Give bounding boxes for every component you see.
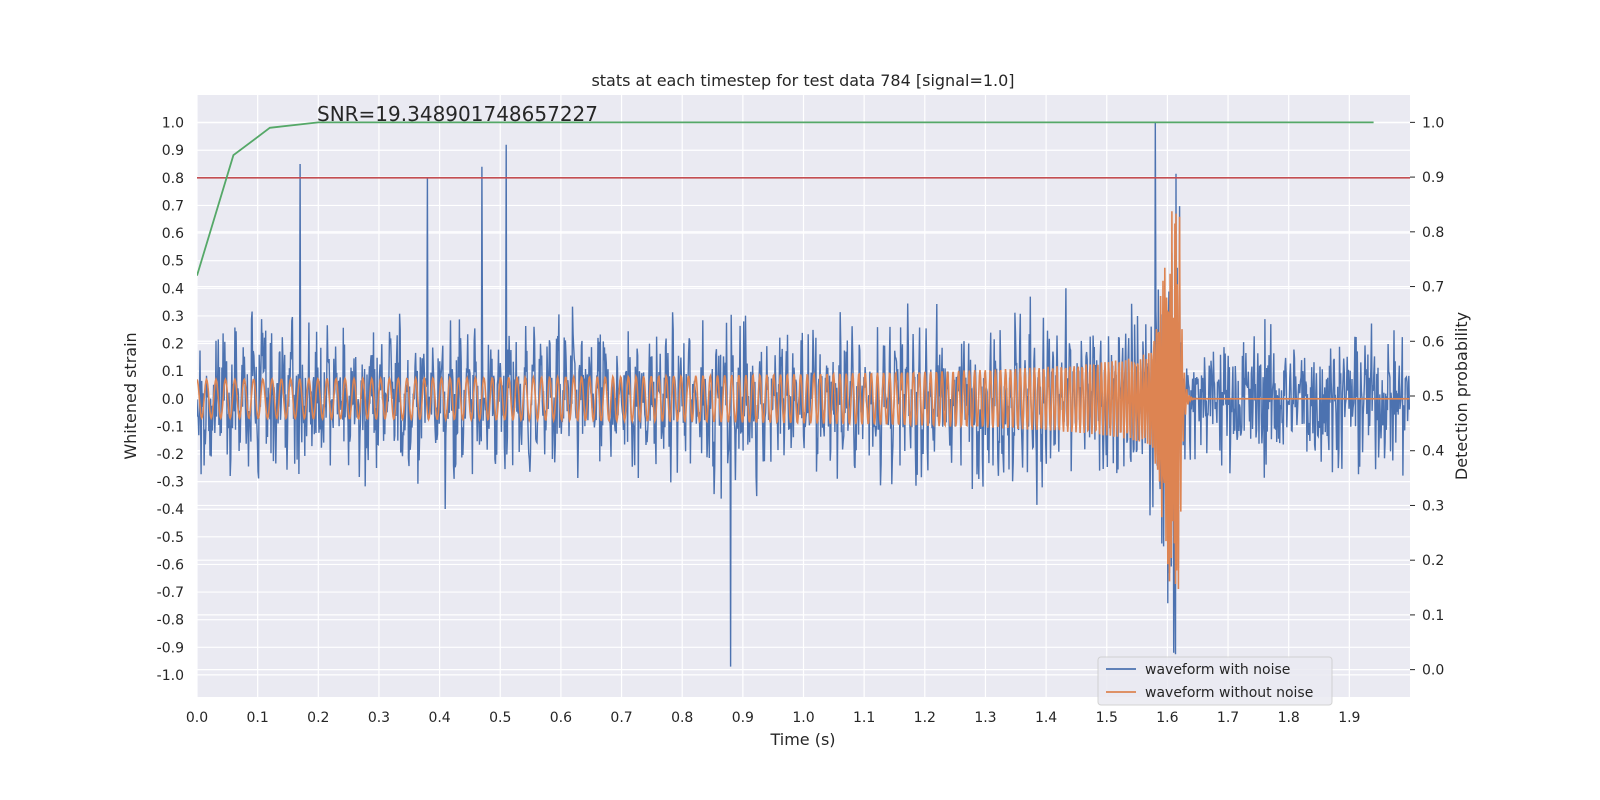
y-tick-label: 0.0 xyxy=(162,392,184,408)
x-tick-label: 1.9 xyxy=(1338,710,1360,726)
right-y-tick-label: 0.3 xyxy=(1422,498,1444,514)
right-y-tick-label: 0.7 xyxy=(1422,280,1444,296)
y-tick-label: 0.5 xyxy=(162,254,184,270)
x-tick-label: 1.2 xyxy=(914,710,936,726)
x-tick-label: 1.5 xyxy=(1096,710,1118,726)
y-tick-label: 0.7 xyxy=(162,198,184,214)
right-y-tick-label: 1.0 xyxy=(1422,115,1444,131)
plot-series xyxy=(197,121,1410,667)
snr-annotation: SNR=19.348901748657227 xyxy=(317,102,598,126)
y-tick-label: 0.2 xyxy=(162,337,184,353)
chart-title: stats at each timestep for test data 784… xyxy=(591,71,1014,90)
x-tick-label: 0.0 xyxy=(186,710,208,726)
x-tick-label: 0.8 xyxy=(671,710,693,726)
y-tick-label: 0.1 xyxy=(162,364,184,380)
x-tick-label: 1.3 xyxy=(974,710,996,726)
right-y-axis-label: Detection probability xyxy=(1452,312,1471,480)
y-tick-label: -0.7 xyxy=(157,585,184,601)
y-tick-label: -0.8 xyxy=(157,613,184,629)
y-tick-label: -0.4 xyxy=(157,502,184,518)
right-y-tick-label: 0.4 xyxy=(1422,444,1444,460)
y-tick-label: -0.6 xyxy=(157,557,184,573)
y-tick-label: 0.3 xyxy=(162,309,184,325)
y-tick-label: -0.9 xyxy=(157,640,184,656)
y-tick-label: 0.4 xyxy=(162,281,184,297)
series-detection-probability xyxy=(197,121,1374,276)
right-y-tick-label: 0.8 xyxy=(1422,225,1444,241)
x-tick-label: 0.5 xyxy=(489,710,511,726)
x-tick-label: 1.4 xyxy=(1035,710,1057,726)
y-tick-label: 0.6 xyxy=(162,226,184,242)
right-y-tick-label: 0.1 xyxy=(1422,608,1444,624)
y-tick-label: -1.0 xyxy=(157,668,184,684)
x-axis-label: Time (s) xyxy=(769,730,835,749)
x-tick-label: 1.7 xyxy=(1217,710,1239,726)
legend-label-noisy: waveform with noise xyxy=(1145,662,1290,678)
y-tick-label: -0.3 xyxy=(157,475,184,491)
right-y-tick-label: 0.6 xyxy=(1422,334,1444,350)
x-tick-label: 0.6 xyxy=(550,710,572,726)
legend-label-clean: waveform without noise xyxy=(1145,685,1313,701)
legend-box xyxy=(1097,656,1333,706)
series-waveform-without-noise xyxy=(197,211,1410,590)
legend: waveform with noise waveform without noi… xyxy=(1097,656,1333,706)
y-tick-label: -0.1 xyxy=(157,419,184,435)
x-tick-label: 0.4 xyxy=(428,710,450,726)
x-tick-labels: 0.0 0.1 0.2 0.3 0.4 0.5 0.6 0.7 0.8 0.9 1.0 1.1 1.2 1… xyxy=(186,710,1361,726)
y-axis-label: Whitened strain xyxy=(121,332,140,459)
y-tick-label: -0.5 xyxy=(157,530,184,546)
x-tick-label: 0.1 xyxy=(247,710,269,726)
x-tick-label: 0.7 xyxy=(610,710,632,726)
y-tick-label: -0.2 xyxy=(157,447,184,463)
right-y-tick-label: 0.5 xyxy=(1422,389,1444,405)
left-tick-labels: 1.0 0.9 0.8 0.7 0.6 0.5 0.4 0.3 0.2 0.1 0.0 -0.1 -0.… xyxy=(157,116,184,684)
x-tick-label: 0.3 xyxy=(368,710,390,726)
x-tick-label: 1.8 xyxy=(1278,710,1300,726)
x-tick-label: 0.9 xyxy=(732,710,754,726)
x-tick-label: 1.1 xyxy=(853,710,875,726)
x-tick-label: 1.0 xyxy=(792,710,814,726)
y-tick-label: 0.8 xyxy=(162,171,184,187)
x-tick-label: 0.2 xyxy=(307,710,329,726)
right-y-tick-label: 0.9 xyxy=(1422,170,1444,186)
right-y-tick-label: 0.2 xyxy=(1422,553,1444,569)
x-tick-label: 1.6 xyxy=(1156,710,1178,726)
right-tick-labels: 1.0 0.9 0.8 0.7 0.6 0.5 0.4 0.3 0.2 0.1 0.0 xyxy=(1410,115,1444,679)
y-tick-label: 0.9 xyxy=(162,143,184,159)
y-tick-label: 1.0 xyxy=(162,116,184,132)
right-y-tick-label: 0.0 xyxy=(1422,663,1444,679)
